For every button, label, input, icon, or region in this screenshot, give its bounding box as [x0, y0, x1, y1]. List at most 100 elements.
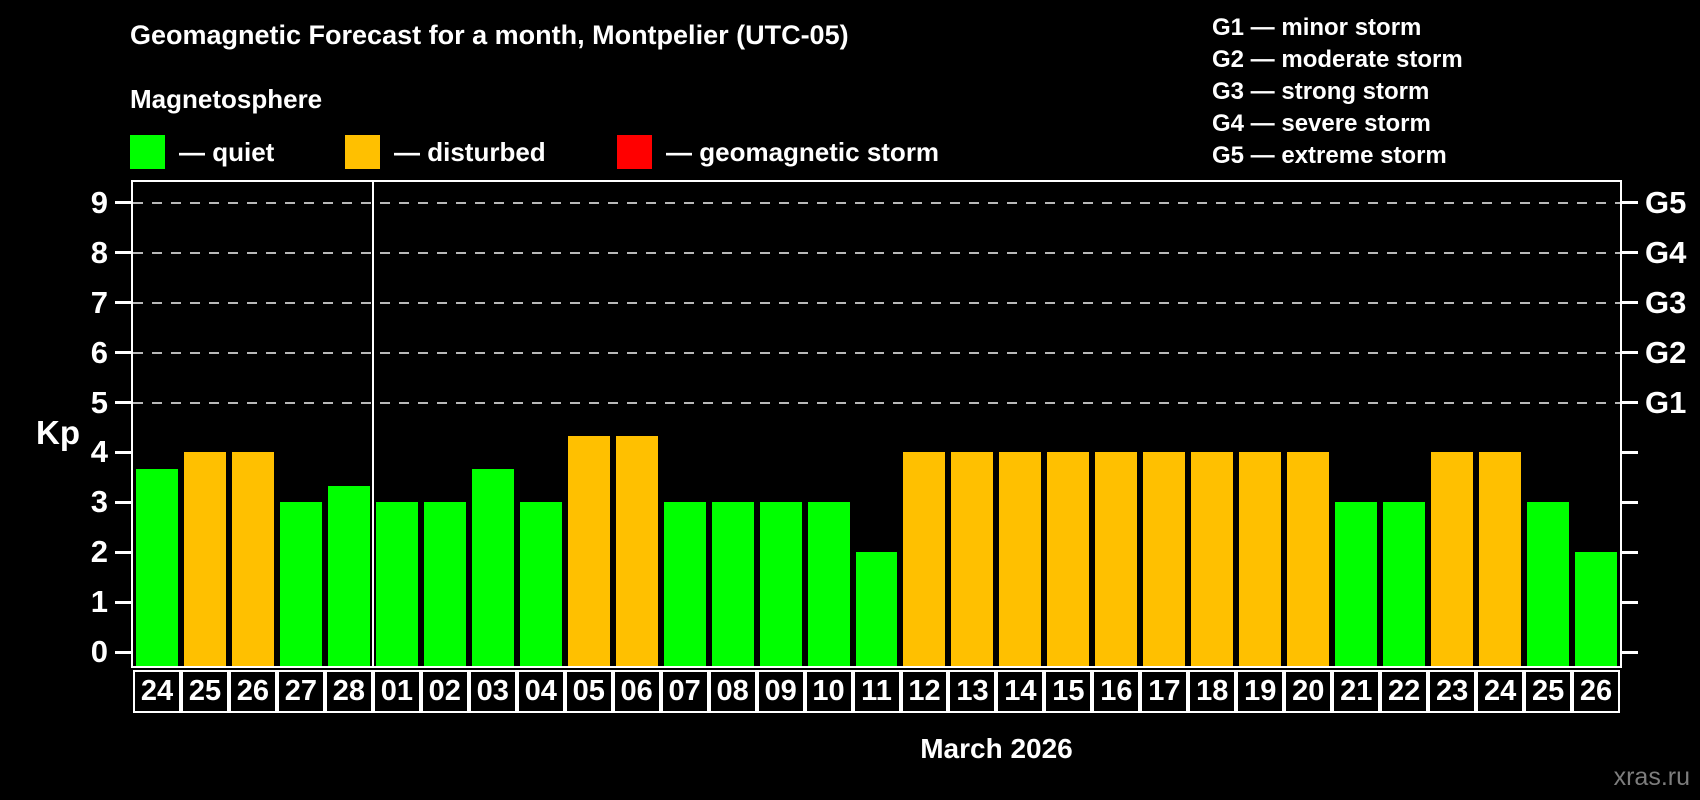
- y-axis-title: Kp: [36, 414, 80, 451]
- kp-bar-day-05: [567, 435, 610, 666]
- kp-bar-day-27: [279, 502, 322, 666]
- date-cell: 07: [660, 670, 709, 713]
- kp-bar-day-25: [183, 452, 226, 666]
- right-axis-label-G3: G3: [1645, 284, 1687, 320]
- kp-bar-day-28: [327, 485, 370, 666]
- storm-scale-line: G4 — severe storm: [1212, 110, 1431, 137]
- gridline-kp-8: [133, 251, 1620, 254]
- date-cell: 01: [372, 670, 421, 713]
- kp-bar-day-11: [855, 552, 898, 666]
- kp-bar-day-16: [1095, 452, 1138, 666]
- kp-bar-day-21: [1335, 502, 1378, 666]
- date-cell: 09: [756, 670, 805, 713]
- x-axis-title: March 2026: [920, 733, 1073, 764]
- kp-bar-day-25: [1527, 502, 1570, 666]
- y-axis-label-5: 5: [90, 384, 108, 420]
- legend-label: — quiet: [179, 136, 275, 167]
- right-tick-3: [1622, 500, 1638, 504]
- right-axis-label-G2: G2: [1645, 334, 1687, 370]
- date-cell: 16: [1092, 670, 1141, 713]
- storm-scale-line: G3 — strong storm: [1212, 78, 1430, 105]
- date-cell: 12: [900, 670, 949, 713]
- kp-bar-day-20: [1287, 452, 1330, 666]
- date-cell: 03: [468, 670, 517, 713]
- kp-bar-day-08: [711, 502, 754, 666]
- quiet-swatch-icon: [130, 135, 165, 169]
- kp-bar-day-24: [136, 468, 178, 666]
- kp-bar-day-09: [759, 502, 802, 666]
- kp-bar-day-03: [471, 468, 514, 666]
- kp-bar-day-02: [423, 502, 466, 666]
- left-tick-0: [115, 650, 131, 654]
- date-cell: 19: [1236, 670, 1285, 713]
- date-cell: 11: [852, 670, 901, 713]
- left-tick-3: [115, 500, 131, 504]
- left-tick-7: [115, 301, 131, 305]
- left-tick-4: [115, 450, 131, 454]
- storm-scale-line: G2 — moderate storm: [1212, 46, 1463, 73]
- kp-bar-day-24: [1479, 452, 1522, 666]
- kp-bar-day-26: [231, 452, 274, 666]
- kp-bar-day-12: [903, 452, 946, 666]
- kp-bar-day-15: [1047, 452, 1090, 666]
- date-cell: 18: [1188, 670, 1237, 713]
- right-tick-9: [1622, 201, 1638, 205]
- kp-bar-day-10: [807, 502, 850, 666]
- left-tick-9: [115, 201, 131, 205]
- kp-bar-day-19: [1239, 452, 1282, 666]
- date-cell: 17: [1140, 670, 1189, 713]
- y-axis-label-3: 3: [90, 484, 108, 520]
- chart-title: Geomagnetic Forecast for a month, Montpe…: [130, 20, 849, 50]
- date-cell: 26: [1572, 670, 1621, 713]
- left-tick-2: [115, 550, 131, 554]
- legend-item-disturbed: — disturbed: [345, 133, 546, 171]
- left-tick-6: [115, 351, 131, 355]
- x-axis-date-row: 24 25 26 27 28 01 02 03 04 05 06 07 08 09 10 11 12 13 14 15…: [133, 670, 1621, 713]
- right-axis-label-G4: G4: [1645, 234, 1687, 270]
- date-cell: 25: [180, 670, 229, 713]
- date-cell: 22: [1380, 670, 1429, 713]
- y-axis-label-6: 6: [90, 334, 108, 370]
- date-cell: 06: [612, 670, 661, 713]
- kp-bar-day-23: [1431, 452, 1474, 666]
- date-cell: 13: [948, 670, 997, 713]
- date-cell: 21: [1332, 670, 1381, 713]
- right-tick-6: [1622, 351, 1638, 355]
- legend-item-quiet: — quiet: [130, 133, 274, 171]
- date-cell: 27: [276, 670, 325, 713]
- date-cell: 28: [324, 670, 373, 713]
- date-cell: 15: [1044, 670, 1093, 713]
- kp-bar-day-22: [1383, 502, 1426, 666]
- legend-label: — disturbed: [394, 136, 546, 167]
- storm-scale-line: G1 — minor storm: [1212, 14, 1422, 41]
- kp-bar-day-14: [999, 452, 1042, 666]
- y-axis-label-9: 9: [90, 184, 108, 220]
- kp-bar-day-01: [375, 502, 418, 666]
- y-axis-label-8: 8: [90, 234, 108, 270]
- left-tick-1: [115, 600, 131, 604]
- y-axis-label-2: 2: [90, 534, 108, 570]
- date-cell: 05: [564, 670, 613, 713]
- date-cell: 25: [1524, 670, 1573, 713]
- kp-bar-day-18: [1191, 452, 1234, 666]
- kp-bar-day-17: [1143, 452, 1186, 666]
- left-tick-5: [115, 401, 131, 404]
- kp-bar-day-07: [663, 502, 706, 666]
- right-tick-4: [1622, 450, 1638, 454]
- left-tick-8: [115, 251, 131, 255]
- kp-bar-day-13: [951, 452, 994, 666]
- right-tick-5: [1622, 401, 1638, 404]
- date-cell: 23: [1428, 670, 1477, 713]
- date-cell: 04: [516, 670, 565, 713]
- date-cell: 20: [1284, 670, 1333, 713]
- right-tick-2: [1622, 550, 1638, 554]
- legend-item-storm: — geomagnetic storm: [617, 133, 939, 171]
- gridline-kp-6: [133, 351, 1620, 354]
- date-cell: 24: [1476, 670, 1525, 713]
- plot-area: [131, 180, 1622, 668]
- date-cell: 10: [804, 670, 853, 713]
- kp-bar-day-04: [519, 502, 562, 666]
- gridline-kp-7: [133, 301, 1620, 304]
- gridline-kp-5: [133, 401, 1620, 404]
